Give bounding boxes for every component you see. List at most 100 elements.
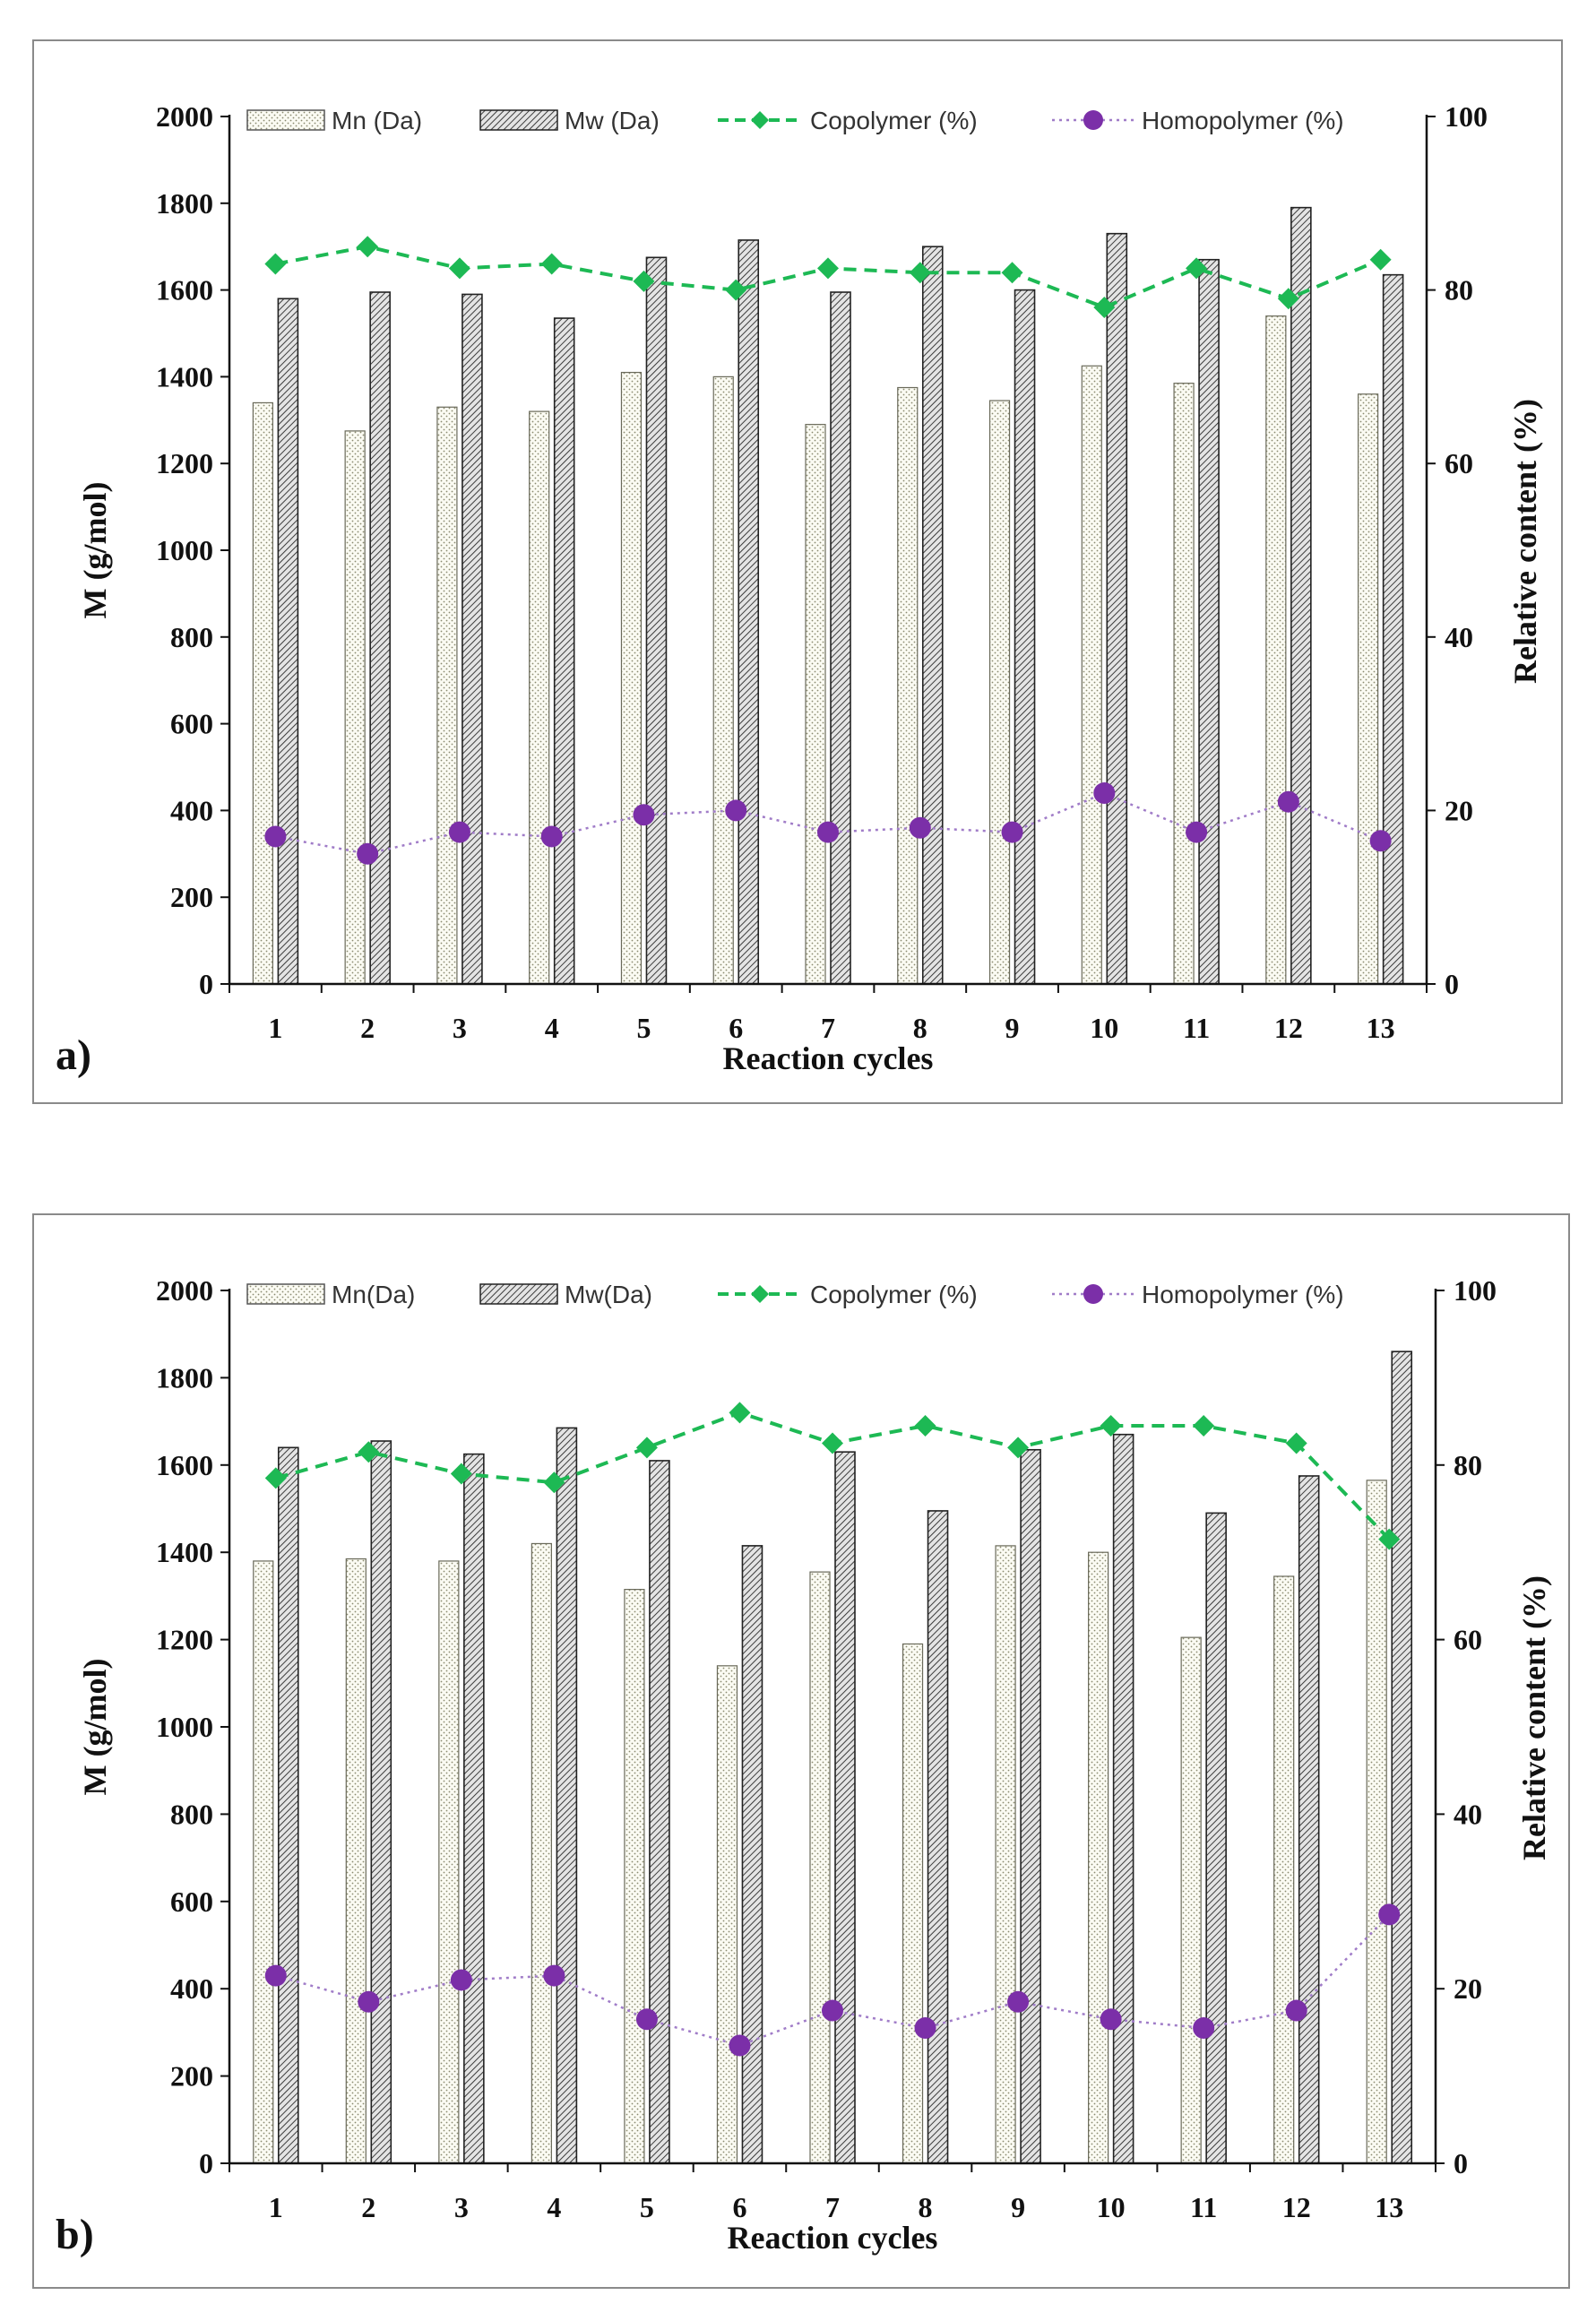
x-tick-label: 12 bbox=[1282, 2191, 1311, 2223]
mw-bar bbox=[645, 256, 668, 985]
mw-bar bbox=[1014, 289, 1036, 985]
mw-bar bbox=[277, 298, 299, 985]
x-axis-title: Reaction cycles bbox=[723, 1040, 934, 1076]
x-tick-label: 13 bbox=[1367, 1012, 1395, 1044]
mn-bar bbox=[624, 1588, 645, 2164]
mn-bar bbox=[1366, 1480, 1387, 2164]
y-tick-label: 1000 bbox=[156, 1711, 213, 1743]
y-tick-label: 1800 bbox=[156, 187, 213, 220]
y2-tick-label: 80 bbox=[1454, 1449, 1482, 1481]
y-tick-label: 200 bbox=[170, 881, 213, 913]
y-tick-label: 2000 bbox=[156, 100, 213, 133]
legend-mw-swatch bbox=[479, 1283, 558, 1305]
x-tick-label: 2 bbox=[360, 1012, 375, 1044]
x-tick-label: 1 bbox=[268, 1012, 282, 1044]
mw-bar bbox=[738, 239, 760, 985]
mw-bar bbox=[834, 1451, 856, 2164]
y-tick-label: 1800 bbox=[156, 1361, 213, 1394]
copolymer-point bbox=[909, 262, 931, 284]
legend-mn-swatch bbox=[246, 1283, 325, 1305]
mn-bar bbox=[1173, 383, 1195, 985]
y-tick-label: 1600 bbox=[156, 274, 213, 306]
x-tick-label: 13 bbox=[1375, 2191, 1403, 2223]
homopolymer-point bbox=[1100, 2008, 1122, 2031]
copolymer-point bbox=[817, 257, 839, 280]
copolymer-point bbox=[1186, 257, 1208, 280]
mw-bar bbox=[741, 1545, 763, 2164]
mw-bar bbox=[1382, 273, 1404, 985]
homopolymer-point bbox=[914, 2017, 936, 2040]
legend-copolymer-marker bbox=[751, 111, 769, 129]
legend-mn-label: Mn (Da) bbox=[332, 107, 422, 134]
mn-bar bbox=[252, 401, 273, 985]
mw-bar bbox=[1298, 1475, 1320, 2164]
copolymer-point bbox=[633, 270, 655, 292]
mn-bar bbox=[1081, 365, 1102, 985]
y-tick-label: 600 bbox=[170, 1885, 213, 1918]
copolymer-point bbox=[1193, 1414, 1215, 1437]
homopolymer-point bbox=[1007, 1990, 1030, 2013]
mn-bar bbox=[902, 1643, 924, 2164]
mn-bar bbox=[716, 1665, 738, 2164]
legend-homopolymer-marker bbox=[1083, 110, 1103, 130]
x-tick-label: 10 bbox=[1097, 2191, 1126, 2223]
x-tick-label: 4 bbox=[545, 1012, 559, 1044]
mw-bar bbox=[927, 1510, 949, 2164]
chart-b-svg: 0 200 400 600 800 1000 1200 1400 1600 1800 2000 0 20… bbox=[56, 1274, 1552, 2258]
legend-homopolymer-label: Homopolymer (%) bbox=[1142, 1281, 1344, 1308]
x-axis-title: Reaction cycles bbox=[728, 2220, 938, 2256]
legend-mn-label: Mn(Da) bbox=[332, 1281, 415, 1308]
y-tick-label: 1600 bbox=[156, 1449, 213, 1481]
x-tick-label: 1 bbox=[269, 2191, 283, 2223]
copolymer-point bbox=[729, 1402, 751, 1424]
y-tick-label: 1200 bbox=[156, 1624, 213, 1656]
mw-bar bbox=[1112, 1433, 1134, 2164]
y-tick-label: 0 bbox=[199, 968, 213, 1000]
mw-bar bbox=[1205, 1512, 1227, 2164]
copolymer-point bbox=[1369, 248, 1392, 271]
mn-bar bbox=[988, 400, 1011, 985]
mn-bar bbox=[531, 1542, 552, 2164]
y2-tick-label: 0 bbox=[1445, 968, 1459, 1000]
legend-mw-label: Mw(Da) bbox=[565, 1281, 652, 1308]
panel-label: b) bbox=[56, 2211, 94, 2258]
copolymer-point bbox=[1285, 1432, 1307, 1454]
mw-bar bbox=[370, 1440, 393, 2164]
homopolymer-point bbox=[448, 821, 470, 843]
x-tick-label: 6 bbox=[729, 1012, 743, 1044]
homopolymer-point bbox=[357, 842, 379, 865]
legend-homopolymer-label: Homopolymer (%) bbox=[1142, 107, 1344, 134]
mn-bar bbox=[436, 406, 458, 985]
legend-copolymer-marker bbox=[751, 1285, 769, 1303]
chart-panel-a: 0 200 400 600 800 1000 1200 1400 1600 1800 2000 0 20… bbox=[32, 39, 1563, 1104]
mw-bar bbox=[1290, 206, 1312, 985]
homopolymer-point bbox=[822, 1999, 843, 2022]
homopolymer-point bbox=[358, 1990, 380, 2013]
homopolymer-point bbox=[264, 825, 287, 848]
copolymer-point bbox=[1100, 1414, 1122, 1437]
mn-bar bbox=[995, 1545, 1016, 2164]
homopolymer-point bbox=[1378, 1903, 1401, 1926]
x-tick-label: 7 bbox=[821, 1012, 835, 1044]
panel-label: a) bbox=[56, 1031, 91, 1079]
copolymer-point bbox=[1001, 262, 1023, 284]
mn-bar bbox=[253, 1560, 274, 2164]
y2-axis-title: Relative content (%) bbox=[1516, 1575, 1552, 1860]
homopolymer-point bbox=[1369, 830, 1392, 852]
copolymer-point bbox=[1378, 1528, 1401, 1550]
y2-tick-label: 100 bbox=[1454, 1274, 1497, 1307]
y-tick-label: 2000 bbox=[156, 1274, 213, 1307]
mw-bar bbox=[463, 1453, 485, 2164]
y-tick-label: 200 bbox=[170, 2060, 213, 2093]
x-tick-label: 8 bbox=[913, 1012, 927, 1044]
mw-bar bbox=[277, 1446, 299, 2164]
homopolymer-point bbox=[1285, 1999, 1307, 2022]
homopolymer-point bbox=[264, 1964, 287, 1987]
x-tick-label: 10 bbox=[1090, 1012, 1118, 1044]
legend-homopolymer-marker bbox=[1083, 1284, 1103, 1304]
y2-tick-label: 20 bbox=[1454, 1972, 1482, 2005]
x-tick-label: 9 bbox=[1011, 2191, 1025, 2223]
homopolymer-point bbox=[1001, 821, 1023, 843]
legend-mn-swatch bbox=[246, 109, 325, 131]
homopolymer-point bbox=[635, 2008, 658, 2031]
